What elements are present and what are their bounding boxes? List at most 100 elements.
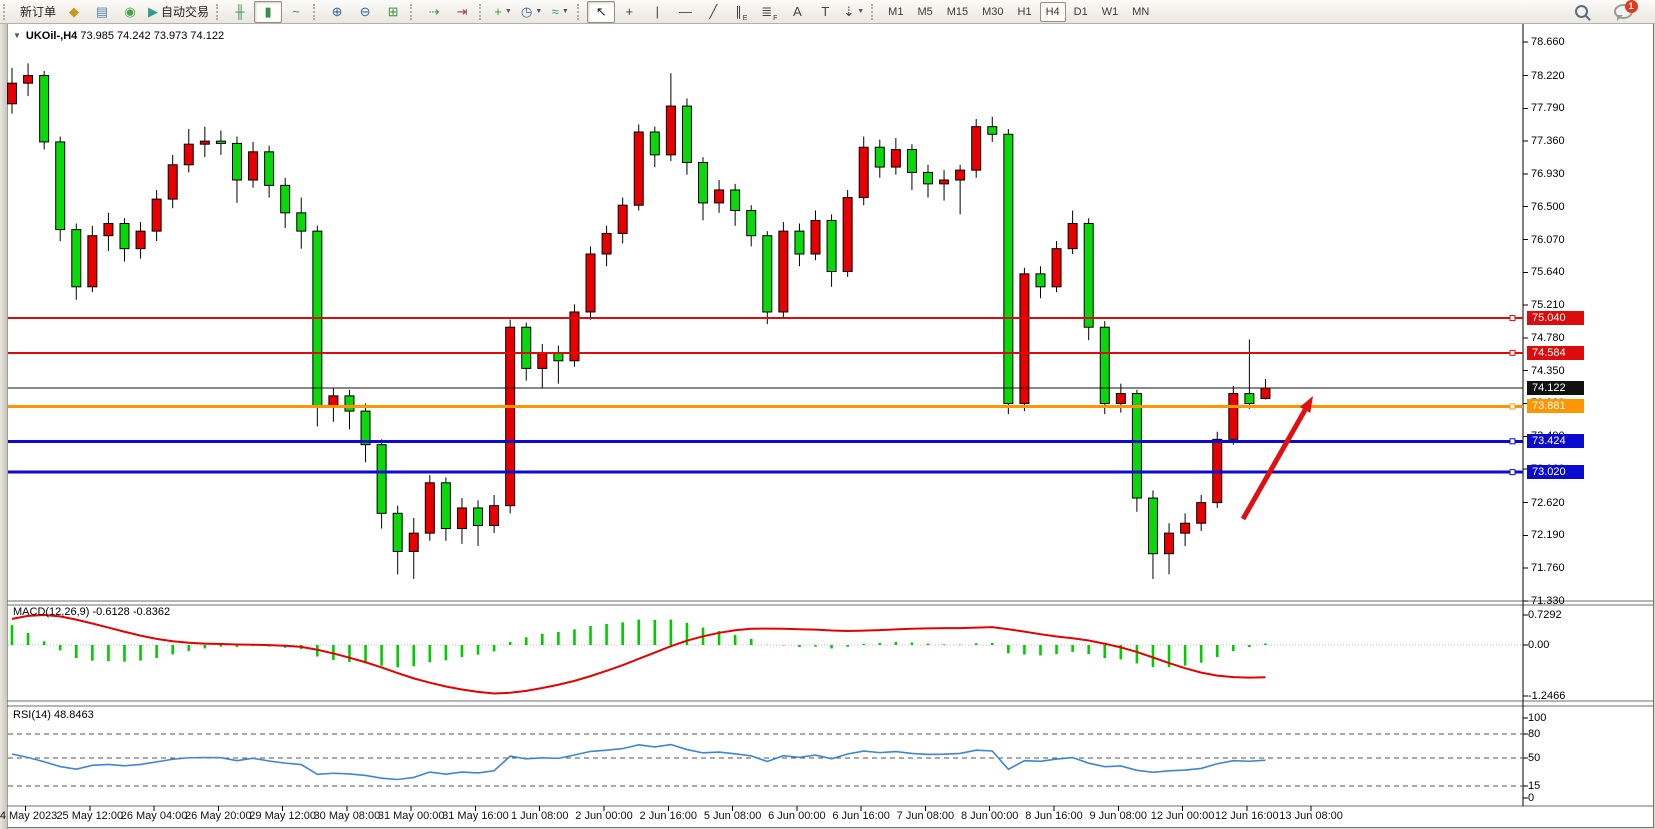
zoom-in-button[interactable]: ⊕ — [323, 1, 351, 23]
candle-body — [1019, 273, 1030, 404]
signals-icon: ◉ — [124, 4, 136, 19]
candle-body — [408, 532, 419, 552]
vertical-line-button[interactable]: | — [643, 1, 671, 23]
candle-body — [1164, 532, 1175, 555]
crosshair-button[interactable]: + — [615, 1, 643, 23]
price-axis-label: 74.350 — [1531, 364, 1565, 377]
candlestick-chart-icon: ▮ — [264, 4, 272, 19]
price-level-badge: 73.020 — [1527, 465, 1584, 480]
candle-body — [473, 507, 484, 527]
candlestick-chart-button[interactable]: ▮ — [254, 0, 283, 23]
timeframe-button-D1[interactable]: D1 — [1073, 5, 1088, 18]
timeframe-button-MN[interactable]: MN — [1132, 5, 1150, 18]
templates-button[interactable]: ≈ ▼ — [546, 1, 574, 23]
rsi-axis-label: 15 — [1528, 780, 1541, 792]
arrows-icon: ⇣ — [843, 4, 855, 19]
toolbar-grip — [871, 3, 877, 20]
candle-body — [665, 105, 676, 156]
timeframe-button-W1[interactable]: W1 — [1101, 5, 1119, 18]
text-button[interactable]: A — [783, 1, 811, 23]
market-watch-button[interactable]: ▤ — [88, 1, 116, 23]
tile-windows-button[interactable]: ⊞ — [379, 1, 407, 23]
timeframe-button-M5[interactable]: M5 — [917, 5, 933, 18]
bar-chart-icon: ╫ — [235, 4, 245, 19]
candle-body — [1051, 248, 1062, 288]
cursor-button[interactable]: ↖ — [587, 0, 616, 23]
price-axis-label: 75.640 — [1531, 266, 1565, 279]
line-anchor-handle[interactable] — [1509, 349, 1516, 356]
periods-button[interactable]: ◷ ▼ — [517, 1, 546, 23]
timeframe-button-M30[interactable]: M30 — [982, 5, 1004, 18]
chart-window[interactable] — [7, 23, 1654, 828]
candle-body — [890, 149, 901, 168]
chart-shift-button[interactable]: ⇥ — [448, 1, 476, 23]
trend-arrow-annotation[interactable] — [1240, 408, 1308, 521]
line-anchor-handle[interactable] — [1509, 438, 1516, 445]
candle-body — [746, 210, 757, 237]
fibonacci-button[interactable]: ≣ F — [755, 1, 783, 23]
price-axis-label: 76.500 — [1531, 200, 1565, 213]
price-axis-label: 71.760 — [1531, 562, 1565, 575]
candle-body — [280, 184, 291, 214]
time-axis-label: 26 May 20:00 — [185, 810, 252, 822]
time-axis-label: 6 Jun 00:00 — [768, 810, 826, 822]
candle-body — [971, 126, 982, 171]
candle-body — [440, 482, 451, 530]
line-anchor-handle[interactable] — [1509, 469, 1516, 476]
line-anchor-handle[interactable] — [1509, 403, 1516, 410]
new-order-button[interactable]: 新订单 — [13, 1, 60, 23]
candle-body — [1260, 387, 1271, 400]
arrows-button[interactable]: ⇣ ▼ — [839, 1, 868, 23]
candle-body — [151, 198, 162, 232]
signals-button[interactable]: ◉ — [116, 1, 144, 23]
trend-arrow-head — [1299, 396, 1313, 413]
notifications-button[interactable]: 1 — [1609, 0, 1638, 23]
candle-body — [71, 229, 82, 288]
templates-icon: ≈ — [551, 4, 559, 19]
search-button[interactable] — [1567, 1, 1595, 23]
window-left-edge — [0, 23, 8, 829]
line-anchor-handle[interactable] — [1509, 315, 1516, 322]
auto-trading-button[interactable]: ▶ 自动交易 — [144, 1, 213, 23]
candle-body — [1244, 393, 1255, 404]
zoom-out-button[interactable]: ⊖ — [351, 1, 379, 23]
zoom-in-icon: ⊕ — [331, 4, 343, 19]
candle-body — [505, 326, 516, 507]
candle-body — [698, 161, 709, 204]
macd-values: -0.6128 -0.8362 — [92, 606, 171, 618]
timeframe-button-M1[interactable]: M1 — [888, 5, 904, 18]
fibonacci-icon: ≣ — [761, 4, 773, 19]
candle-body — [939, 179, 950, 185]
candle-body — [264, 151, 275, 186]
trendline-button[interactable]: ╱ — [699, 1, 727, 23]
label-icon: T — [821, 4, 830, 19]
line-chart-button[interactable]: ~ — [282, 1, 310, 23]
line-chart-icon: ~ — [292, 4, 300, 19]
price-axis-label: 78.220 — [1531, 69, 1565, 82]
candle-body — [103, 223, 114, 237]
trendline-icon: ╱ — [709, 4, 718, 19]
timeframe-button-M15[interactable]: M15 — [946, 5, 969, 18]
auto-scroll-button[interactable]: ⇢ — [420, 1, 448, 23]
bar-chart-button[interactable]: ╫ — [226, 1, 254, 23]
time-axis-label: 8 Jun 16:00 — [1025, 810, 1083, 822]
timeframe-button-H4[interactable]: H4 — [1039, 1, 1066, 22]
candle-body — [119, 223, 130, 250]
candle-body — [1180, 522, 1191, 534]
channel-button[interactable]: ∥ E — [727, 1, 755, 23]
candle-body — [987, 126, 998, 135]
candle-body — [215, 140, 226, 144]
label-button[interactable]: T — [811, 1, 839, 23]
candle-body — [858, 146, 869, 199]
candle-body — [23, 75, 34, 84]
timeframe-button-H1[interactable]: H1 — [1017, 5, 1032, 18]
indicators-button[interactable]: + ▼ — [489, 1, 517, 23]
symbols-button[interactable]: ◆ — [60, 1, 88, 23]
one-click-trading-arrow-icon[interactable]: ▼ — [13, 31, 21, 40]
auto-scroll-icon: ⇢ — [428, 4, 440, 19]
horizontal-line-button[interactable]: — — [671, 1, 699, 23]
toolbar-grip — [577, 3, 583, 20]
price-axis-label: 72.620 — [1531, 496, 1565, 509]
candle-body — [296, 212, 307, 232]
